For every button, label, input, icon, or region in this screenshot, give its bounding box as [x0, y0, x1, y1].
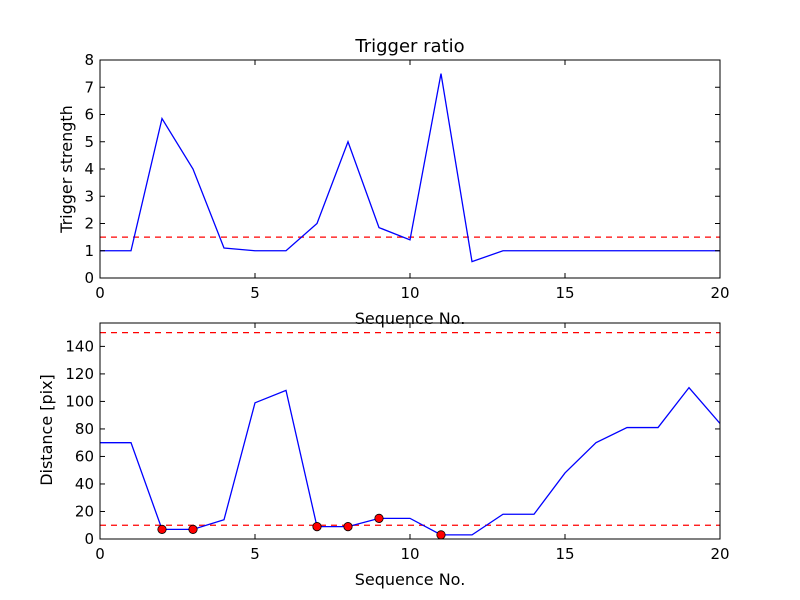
top-x-tick-label: 10 [400, 284, 419, 302]
bottom-marker-point [343, 522, 353, 532]
top-data-area [100, 73, 720, 263]
bottom-x-tick-label: 20 [710, 545, 729, 563]
bottom-y-axis-label: Distance [pix] [37, 374, 56, 486]
top-y-tick-label: 4 [84, 160, 94, 178]
bottom-y-tick-label: 20 [75, 502, 94, 520]
bottom-y-tick-label: 0 [84, 530, 94, 548]
bottom-y-tick-label: 120 [65, 365, 94, 383]
bottom-y-tick-label: 140 [65, 337, 94, 355]
distance-plot: Sequence No. Distance [pix] 0 5 10 15 20 0 20 4… [37, 322, 730, 589]
top-y-tick-label: 6 [84, 106, 94, 124]
top-y-tick-label: 1 [84, 242, 94, 260]
bottom-x-tick-label: 15 [555, 545, 574, 563]
top-y-axis-label: Trigger strength [57, 105, 76, 234]
top-y-tick-label: 7 [84, 78, 94, 96]
bottom-marker-point [436, 530, 446, 540]
bottom-y-tick-label: 80 [75, 420, 94, 438]
bottom-x-tick-label: 10 [400, 545, 419, 563]
bottom-y-tick-label: 100 [65, 392, 94, 410]
top-x-tick-label: 15 [555, 284, 574, 302]
bottom-series-line-1 [100, 386, 720, 536]
top-y-tick-label: 0 [84, 269, 94, 287]
top-x-tick-label: 20 [710, 284, 729, 302]
bottom-x-axis-label: Sequence No. [355, 570, 466, 589]
top-y-tick-label: 3 [84, 187, 94, 205]
bottom-marker-point [157, 524, 167, 534]
bottom-y-tick-label: 60 [75, 447, 94, 465]
bottom-y-tick-label: 40 [75, 475, 94, 493]
top-series-line-1 [100, 73, 720, 263]
top-x-tick-label: 0 [95, 284, 105, 302]
bottom-x-tick-label: 0 [95, 545, 105, 563]
bottom-marker-point [312, 522, 322, 532]
bottom-x-tick-label: 5 [250, 545, 260, 563]
bottom-data-area [100, 332, 720, 536]
top-y-tick-label: 2 [84, 215, 94, 233]
top-y-tick-label: 8 [84, 51, 94, 69]
top-plot-title: Trigger ratio [354, 36, 464, 57]
bottom-marker-point [374, 513, 384, 523]
bottom-marker-point [188, 524, 198, 534]
top-y-tick-label: 5 [84, 133, 94, 151]
top-x-tick-label: 5 [250, 284, 260, 302]
